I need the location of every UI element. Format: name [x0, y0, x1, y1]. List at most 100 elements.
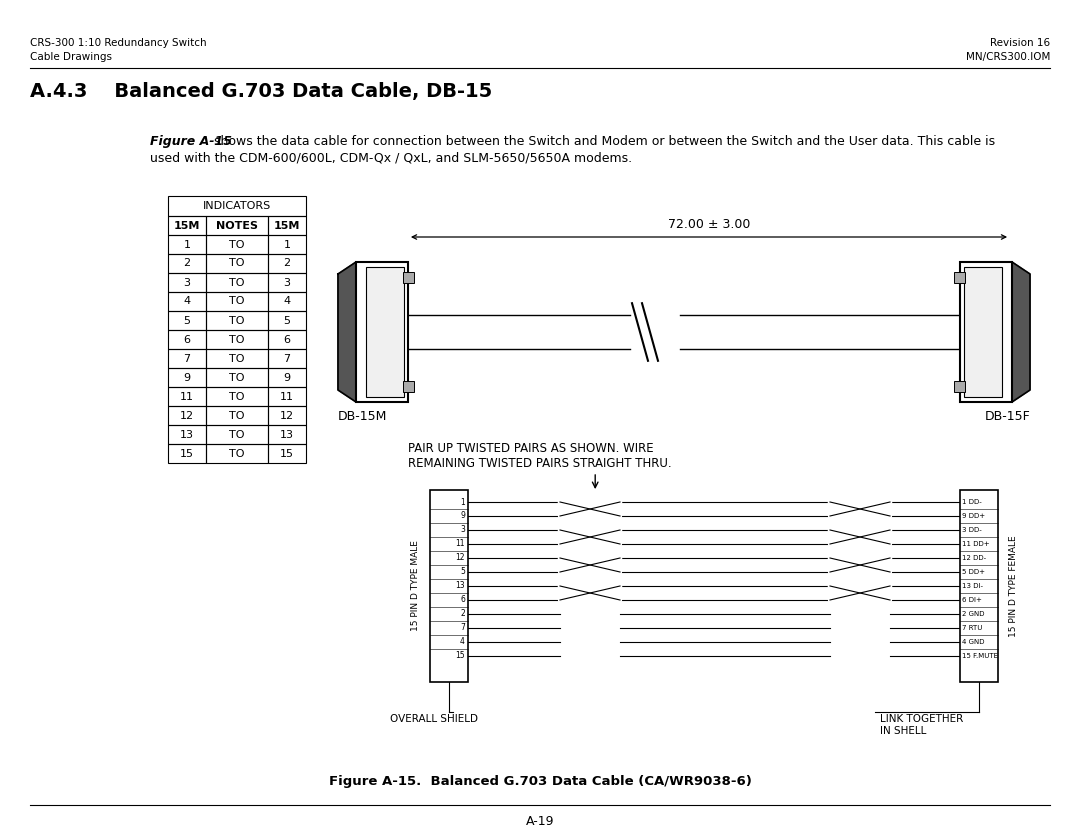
Bar — [954, 381, 966, 392]
Text: TO: TO — [229, 410, 245, 420]
Text: Cable Drawings: Cable Drawings — [30, 52, 112, 62]
Bar — [168, 425, 206, 444]
Bar — [268, 387, 306, 406]
Text: 15: 15 — [280, 449, 294, 459]
Bar — [268, 425, 306, 444]
Text: shows the data cable for connection between the Switch and Modem or between the : shows the data cable for connection betw… — [211, 135, 996, 148]
Text: TO: TO — [229, 449, 245, 459]
Text: Revision 16: Revision 16 — [990, 38, 1050, 48]
Bar — [168, 330, 206, 349]
Bar — [168, 292, 206, 311]
Text: 2: 2 — [184, 259, 190, 269]
Text: DB-15M: DB-15M — [338, 410, 388, 423]
Bar — [206, 273, 268, 292]
Text: TO: TO — [229, 334, 245, 344]
Bar — [430, 490, 468, 682]
Text: 6: 6 — [283, 334, 291, 344]
Text: A-19: A-19 — [526, 815, 554, 828]
Text: TO: TO — [229, 354, 245, 364]
Bar — [168, 196, 306, 216]
Text: 15: 15 — [180, 449, 194, 459]
Text: 7: 7 — [184, 354, 190, 364]
Text: 2: 2 — [283, 259, 291, 269]
Text: 15 PIN D TYPE FEMALE: 15 PIN D TYPE FEMALE — [1009, 535, 1017, 637]
Text: 11: 11 — [280, 391, 294, 401]
Text: 12: 12 — [280, 410, 294, 420]
Bar — [206, 406, 268, 425]
Bar — [168, 311, 206, 330]
Text: 1: 1 — [283, 239, 291, 249]
Bar — [206, 349, 268, 368]
Text: 15M: 15M — [174, 220, 200, 230]
Bar — [168, 387, 206, 406]
Text: 13: 13 — [456, 581, 465, 590]
Text: PAIR UP TWISTED PAIRS AS SHOWN. WIRE: PAIR UP TWISTED PAIRS AS SHOWN. WIRE — [408, 442, 653, 455]
Bar — [268, 273, 306, 292]
Bar — [268, 292, 306, 311]
Bar — [268, 311, 306, 330]
Bar — [403, 381, 414, 392]
Bar — [206, 254, 268, 273]
Text: 2 GND: 2 GND — [962, 611, 985, 617]
Text: 72.00 ± 3.00: 72.00 ± 3.00 — [667, 218, 751, 231]
Bar — [964, 267, 1002, 397]
Text: 7: 7 — [283, 354, 291, 364]
Bar — [356, 262, 408, 402]
Bar — [268, 349, 306, 368]
Text: 15M: 15M — [274, 220, 300, 230]
Text: 4: 4 — [283, 297, 291, 307]
Bar — [206, 216, 268, 235]
Text: 9: 9 — [283, 373, 291, 383]
Text: 4: 4 — [184, 297, 190, 307]
Text: 4: 4 — [460, 637, 465, 646]
Bar — [268, 216, 306, 235]
Text: IN SHELL: IN SHELL — [880, 726, 927, 736]
Text: CRS-300 1:10 Redundancy Switch: CRS-300 1:10 Redundancy Switch — [30, 38, 206, 48]
Text: MN/CRS300.IOM: MN/CRS300.IOM — [966, 52, 1050, 62]
Text: 9 DD+: 9 DD+ — [962, 513, 985, 519]
Text: 5 DD+: 5 DD+ — [962, 569, 985, 575]
Text: Figure A-15: Figure A-15 — [150, 135, 232, 148]
Bar — [960, 490, 998, 682]
Text: 12 DD-: 12 DD- — [962, 555, 986, 561]
Bar — [206, 368, 268, 387]
Text: INDICATORS: INDICATORS — [203, 201, 271, 211]
Text: 7: 7 — [460, 624, 465, 632]
Text: 6: 6 — [460, 595, 465, 605]
Text: 13: 13 — [180, 430, 194, 440]
Text: 9: 9 — [184, 373, 190, 383]
Bar — [268, 254, 306, 273]
Polygon shape — [338, 262, 356, 402]
Bar — [268, 235, 306, 254]
Bar — [268, 444, 306, 463]
Text: 15 PIN D TYPE MALE: 15 PIN D TYPE MALE — [410, 540, 419, 631]
Polygon shape — [1012, 262, 1030, 402]
Text: 1: 1 — [184, 239, 190, 249]
Text: 15 F.MUTE: 15 F.MUTE — [962, 653, 998, 659]
Text: 13: 13 — [280, 430, 294, 440]
Text: 3: 3 — [184, 278, 190, 288]
Text: 5: 5 — [184, 315, 190, 325]
Text: 2: 2 — [460, 610, 465, 619]
Text: 3 DD-: 3 DD- — [962, 527, 982, 533]
Text: 9: 9 — [460, 511, 465, 520]
Bar — [206, 311, 268, 330]
Bar — [954, 272, 966, 283]
Bar — [206, 292, 268, 311]
Text: 11: 11 — [456, 540, 465, 549]
Text: 1 DD-: 1 DD- — [962, 499, 982, 505]
Bar — [206, 330, 268, 349]
Bar — [168, 444, 206, 463]
Bar — [206, 387, 268, 406]
Bar — [168, 406, 206, 425]
Bar — [168, 254, 206, 273]
Bar — [366, 267, 404, 397]
Text: TO: TO — [229, 373, 245, 383]
Bar — [206, 235, 268, 254]
Text: NOTES: NOTES — [216, 220, 258, 230]
Text: 12: 12 — [456, 554, 465, 562]
Text: 6 DI+: 6 DI+ — [962, 597, 982, 603]
Text: 12: 12 — [180, 410, 194, 420]
Text: TO: TO — [229, 278, 245, 288]
Text: 11 DD+: 11 DD+ — [962, 541, 989, 547]
